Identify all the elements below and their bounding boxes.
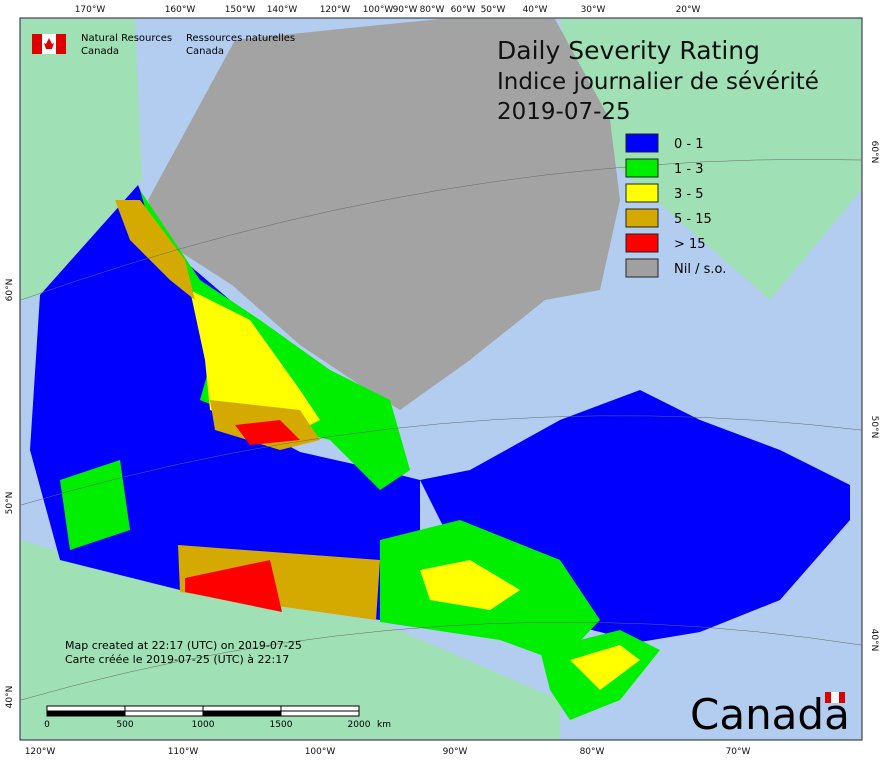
legend-swatch xyxy=(625,133,659,153)
agency-fr: Canada xyxy=(186,46,224,57)
scale-label: 1000 xyxy=(192,720,215,730)
parallel xyxy=(20,415,862,506)
flag-bar xyxy=(32,34,42,54)
scale-label: 1500 xyxy=(270,720,293,730)
legend-swatch xyxy=(625,158,659,178)
scale-segment xyxy=(202,705,282,712)
agency-en: Natural Resources xyxy=(81,33,172,44)
scale-unit: km xyxy=(377,720,391,730)
lon-label: 40°W xyxy=(523,5,548,15)
logo xyxy=(32,34,66,54)
yellow-ont xyxy=(420,560,520,610)
legend-label: 0 - 1 xyxy=(674,137,704,152)
scale-label: 0 xyxy=(44,720,50,730)
red-prairie xyxy=(185,560,282,612)
lon-label: 80°W xyxy=(580,747,605,757)
alaska xyxy=(21,19,142,300)
lon-label: 80°W xyxy=(420,5,445,15)
scale-segment xyxy=(280,705,360,712)
scale-segment xyxy=(46,710,126,717)
red-mid xyxy=(235,420,300,445)
legend-swatch xyxy=(625,258,659,278)
prairie xyxy=(178,545,380,620)
lon-label: 30°W xyxy=(581,5,606,15)
lon-label: 170°W xyxy=(75,5,106,15)
scale-label: 2000 xyxy=(348,720,371,730)
lon-label: 160°W xyxy=(165,5,196,15)
greenland xyxy=(560,19,861,300)
wordmark: Canada xyxy=(690,690,850,739)
lon-label: 60°W xyxy=(451,5,476,15)
lat-label: 40°N xyxy=(5,686,15,709)
scale-segment xyxy=(280,710,360,717)
title-line: Daily Severity Rating xyxy=(497,36,760,65)
agency-fr: Ressources naturelles xyxy=(186,33,295,44)
lon-label: 150°W xyxy=(225,5,256,15)
lat-label: 60°N xyxy=(5,279,15,302)
lon-label: 70°W xyxy=(726,747,751,757)
lon-label: 90°W xyxy=(393,5,418,15)
lon-label: 110°W xyxy=(168,747,199,757)
lon-label: 120°W xyxy=(320,5,351,15)
lon-label: 20°W xyxy=(676,5,701,15)
lat-label: 50°N xyxy=(5,492,15,515)
lat-label: 40°N xyxy=(869,629,879,652)
lon-label: 140°W xyxy=(267,5,298,15)
scale-segment xyxy=(124,710,204,717)
scale-segment xyxy=(202,710,282,717)
flag-bar xyxy=(825,692,831,703)
lon-label: 50°W xyxy=(481,5,506,15)
lat-label: 50°N xyxy=(869,416,879,439)
legend-swatch xyxy=(625,208,659,228)
lon-label: 90°W xyxy=(443,747,468,757)
graticule-lines xyxy=(20,159,862,701)
legend-label: 1 - 3 xyxy=(674,162,704,177)
green-band xyxy=(140,190,410,490)
note: Map created at 22:17 (UTC) on 2019-07-25 xyxy=(65,639,302,652)
title-line: 2019-07-25 xyxy=(497,99,631,125)
flag-field xyxy=(831,692,839,703)
lon-label: 100°W xyxy=(305,747,336,757)
parallel xyxy=(20,159,862,301)
title-line: Indice journalier de sévérité xyxy=(497,69,819,95)
flag-bar xyxy=(839,692,845,703)
parallel xyxy=(20,621,862,701)
lon-label: 120°W xyxy=(25,747,56,757)
maple-leaf xyxy=(44,38,54,49)
legend-swatch xyxy=(625,183,659,203)
note: Carte créée le 2019-07-25 (UTC) à 22:17 xyxy=(65,653,289,666)
flag-bar xyxy=(56,34,66,54)
north xyxy=(148,19,620,410)
usa xyxy=(21,540,560,739)
lat-label: 60°N xyxy=(869,141,879,164)
wordmark-flag xyxy=(825,692,845,703)
west xyxy=(30,185,420,620)
yellow-south xyxy=(570,645,640,690)
legend-label: > 15 xyxy=(674,237,706,252)
orange-north xyxy=(115,200,195,300)
legend-label: Nil / s.o. xyxy=(674,262,726,277)
legend-label: 5 - 15 xyxy=(674,212,712,227)
bc-green xyxy=(60,460,130,550)
agency-en: Canada xyxy=(81,46,119,57)
scale-segment xyxy=(46,705,126,712)
scale-label: 500 xyxy=(116,720,133,730)
legend-swatch xyxy=(625,233,659,253)
scale-segment xyxy=(124,705,204,712)
lon-label: 100°W xyxy=(363,5,394,15)
legend-label: 3 - 5 xyxy=(674,187,704,202)
